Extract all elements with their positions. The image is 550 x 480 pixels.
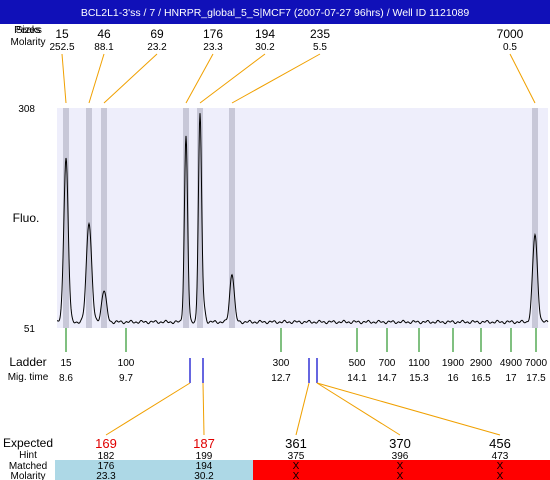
- missing-bg: [253, 460, 550, 480]
- matched-value: X: [497, 461, 504, 472]
- molarity-value: X: [293, 471, 300, 480]
- matched-bg: [55, 460, 253, 480]
- hint-value: 199: [196, 451, 213, 462]
- ladder-size: 4900: [500, 358, 523, 369]
- hint-value: 375: [288, 451, 305, 462]
- ladder-size: 2900: [470, 358, 493, 369]
- peak-connector: [231, 53, 321, 104]
- y-axis-label: Fluo.: [13, 211, 40, 225]
- matched-value: X: [293, 461, 300, 472]
- peak-band: [229, 108, 235, 328]
- expected-value: 361: [285, 436, 307, 451]
- peak-connector: [88, 53, 105, 104]
- ladder-size: 300: [273, 358, 290, 369]
- y-max-label: 308: [18, 104, 35, 115]
- molarity-row-label: Molarity: [10, 37, 45, 48]
- peak-band: [532, 108, 538, 328]
- ladder-size: 500: [349, 358, 366, 369]
- ladder-size: 7000: [525, 358, 548, 369]
- molarity-value: X: [497, 471, 504, 480]
- ladder-size: 1100: [408, 358, 430, 369]
- peak-molarity-value: 252.5: [49, 42, 74, 53]
- plot-area: [57, 108, 548, 328]
- molarity-value: X: [397, 471, 404, 480]
- expected-value: 187: [193, 436, 215, 451]
- peak-connector: [61, 53, 67, 104]
- ladder-label: Ladder: [9, 355, 46, 369]
- ladder-size: 700: [379, 358, 396, 369]
- peak-connector: [509, 53, 536, 104]
- matched-value: 194: [196, 461, 213, 472]
- peak-band: [63, 108, 69, 328]
- peak-molarity-value: 23.2: [147, 42, 167, 53]
- peak-size-value: 176: [203, 27, 223, 41]
- ladder-size: 1900: [442, 358, 465, 369]
- ladder-size: 15: [60, 358, 72, 369]
- hint-value: 396: [392, 451, 409, 462]
- peak-size-value: 194: [255, 27, 275, 41]
- molarity-value: 30.2: [194, 471, 214, 480]
- peak-molarity-value: 5.5: [313, 42, 327, 53]
- expected-connector: [295, 382, 310, 436]
- peak-band: [86, 108, 92, 328]
- peak-connector: [103, 53, 158, 104]
- peak-size-value: 69: [150, 27, 164, 41]
- expected-connector: [202, 382, 205, 436]
- peak-connector: [185, 53, 214, 104]
- peak-size-value: 235: [310, 27, 330, 41]
- expected-value: 169: [95, 436, 117, 451]
- matched-value: X: [397, 461, 404, 472]
- expected-value: 370: [389, 436, 411, 451]
- peak-size-value: 46: [97, 27, 111, 41]
- fluorescence-trace: [57, 113, 549, 325]
- molarity-value: 23.3: [96, 471, 116, 480]
- ladder-mig-time: 16.5: [471, 373, 491, 384]
- mig-time-label: Mig. time: [8, 372, 49, 383]
- expected-row-label: Expected: [3, 436, 53, 450]
- matched-row-label: Matched: [9, 461, 47, 472]
- expected-connector: [316, 382, 401, 436]
- expected-value: 456: [489, 436, 511, 451]
- peak-molarity-value: 30.2: [255, 42, 275, 53]
- molarity-row-label: Molarity: [10, 471, 45, 480]
- hint-value: 473: [492, 451, 509, 462]
- peak-band: [197, 108, 203, 328]
- ladder-mig-time: 15.3: [409, 373, 429, 384]
- peak-band: [101, 108, 107, 328]
- ladder-mig-time: 17: [505, 373, 517, 384]
- ladder-mig-time: 16: [447, 373, 459, 384]
- chart-title: BCL2L1-3'ss / 7 / HNRPR_global_5_S|MCF7 …: [81, 7, 470, 19]
- ladder-mig-time: 8.6: [59, 373, 73, 384]
- peak-size-value: 7000: [497, 27, 524, 41]
- peak-connector: [199, 53, 266, 104]
- title-bar: [0, 0, 550, 24]
- peak-band: [183, 108, 189, 328]
- expected-connector: [316, 382, 501, 436]
- ladder-mig-time: 9.7: [119, 373, 133, 384]
- sizes-row-label: Sizes: [16, 25, 40, 36]
- ladder-mig-time: 14.7: [377, 373, 397, 384]
- peak-molarity-value: 88.1: [94, 42, 114, 53]
- ladder-mig-time: 14.1: [347, 373, 367, 384]
- hint-value: 182: [98, 451, 115, 462]
- peak-molarity-value: 23.3: [203, 42, 223, 53]
- matched-value: 176: [98, 461, 115, 472]
- ladder-mig-time: 12.7: [271, 373, 291, 384]
- y-min-label: 51: [24, 324, 36, 335]
- ladder-mig-time: 17.5: [526, 373, 546, 384]
- peak-molarity-value: 0.5: [503, 42, 517, 53]
- expected-connector: [105, 382, 191, 436]
- hint-row-label: Hint: [19, 450, 37, 461]
- peaks-row-label: Peaks: [14, 25, 42, 36]
- ladder-size: 100: [118, 358, 135, 369]
- peak-size-value: 15: [55, 27, 69, 41]
